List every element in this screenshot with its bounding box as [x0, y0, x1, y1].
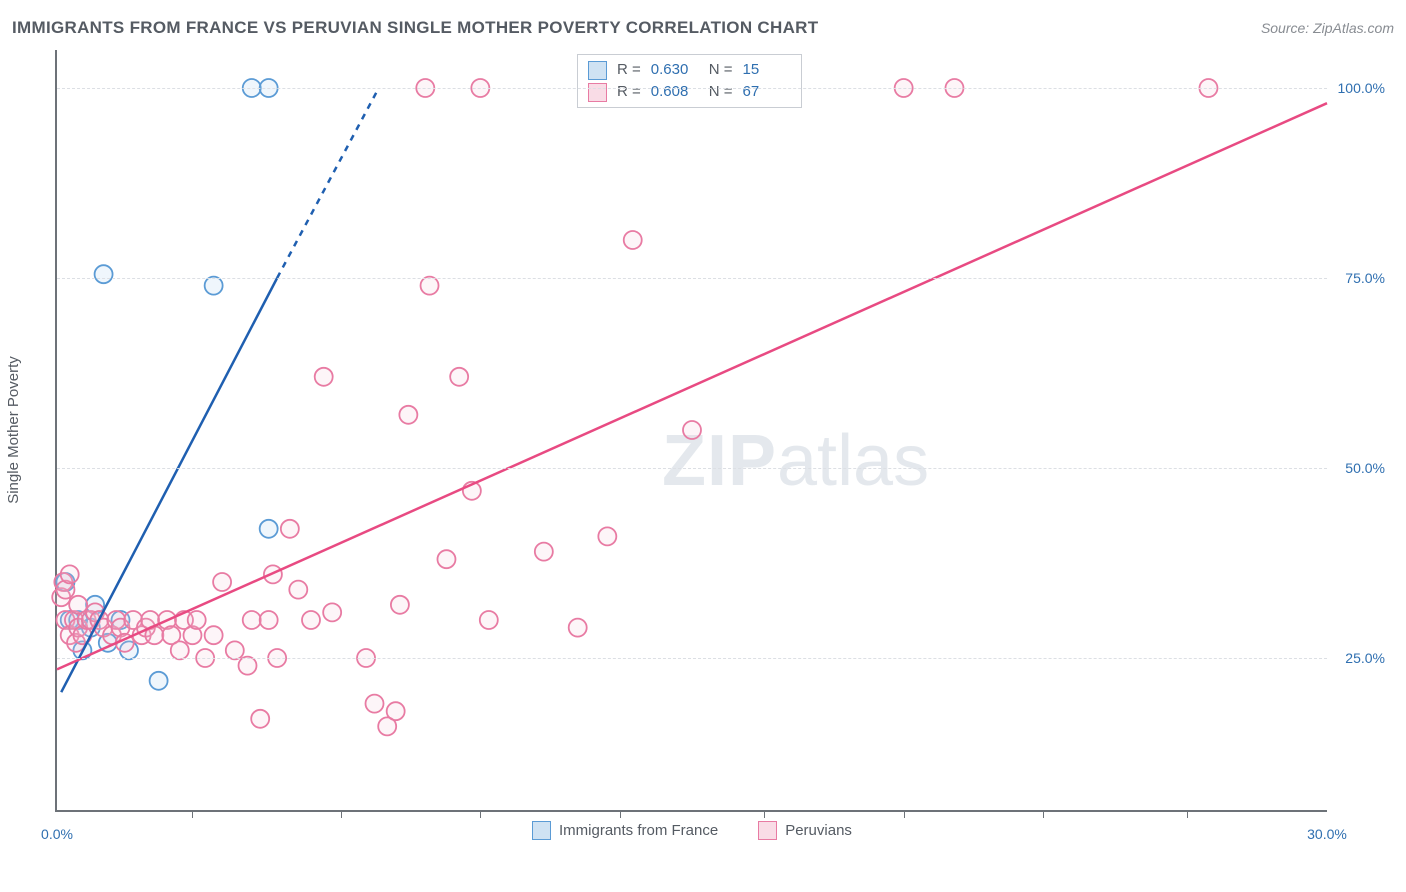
gridline	[57, 278, 1327, 279]
stat-N-value-peruvians: 67	[743, 81, 791, 103]
x-tick	[764, 810, 765, 818]
x-tick-label: 0.0%	[41, 826, 73, 842]
x-tick	[620, 810, 621, 818]
stat-R-label: R =	[617, 59, 641, 81]
legend-label-france: Immigrants from France	[559, 822, 718, 839]
legend-item-france: Immigrants from France	[532, 821, 718, 840]
stat-R-label: R =	[617, 81, 641, 103]
legend-swatch-france	[532, 821, 551, 840]
y-tick-label: 75.0%	[1331, 270, 1385, 286]
chart-title: IMMIGRANTS FROM FRANCE VS PERUVIAN SINGL…	[12, 18, 818, 38]
stat-N-label: N =	[709, 81, 733, 103]
legend-swatch-peruvians	[758, 821, 777, 840]
title-bar: IMMIGRANTS FROM FRANCE VS PERUVIAN SINGL…	[12, 18, 1394, 38]
gridline	[57, 468, 1327, 469]
legend-series-box: Immigrants from France Peruvians	[532, 821, 852, 840]
x-tick	[904, 810, 905, 818]
gridline	[57, 88, 1327, 89]
legend-swatch-peruvians	[588, 83, 607, 102]
plot-area: ZIPatlas R = 0.630 N = 15 R = 0.608 N = …	[55, 50, 1327, 812]
stat-R-value-peruvians: 0.608	[651, 81, 699, 103]
legend-item-peruvians: Peruvians	[758, 821, 852, 840]
x-tick	[1187, 810, 1188, 818]
source-label: Source: ZipAtlas.com	[1261, 20, 1394, 36]
legend-swatch-france	[588, 61, 607, 80]
gridline	[57, 658, 1327, 659]
y-tick-label: 25.0%	[1331, 650, 1385, 666]
y-axis-label: Single Mother Poverty	[5, 356, 22, 504]
legend-label-peruvians: Peruvians	[785, 822, 852, 839]
y-tick-label: 50.0%	[1331, 460, 1385, 476]
stat-R-value-france: 0.630	[651, 59, 699, 81]
legend-stats-row: R = 0.630 N = 15	[588, 59, 791, 81]
x-tick	[480, 810, 481, 818]
stat-N-value-france: 15	[743, 59, 791, 81]
x-tick	[192, 810, 193, 818]
y-tick-label: 100.0%	[1331, 80, 1385, 96]
x-tick	[1043, 810, 1044, 818]
x-tick	[341, 810, 342, 818]
plot-svg	[57, 50, 1327, 810]
legend-stats-box: R = 0.630 N = 15 R = 0.608 N = 67	[577, 54, 802, 108]
chart-container: IMMIGRANTS FROM FRANCE VS PERUVIAN SINGL…	[0, 0, 1406, 892]
x-tick-label: 30.0%	[1307, 826, 1347, 842]
stat-N-label: N =	[709, 59, 733, 81]
legend-stats-row: R = 0.608 N = 67	[588, 81, 791, 103]
